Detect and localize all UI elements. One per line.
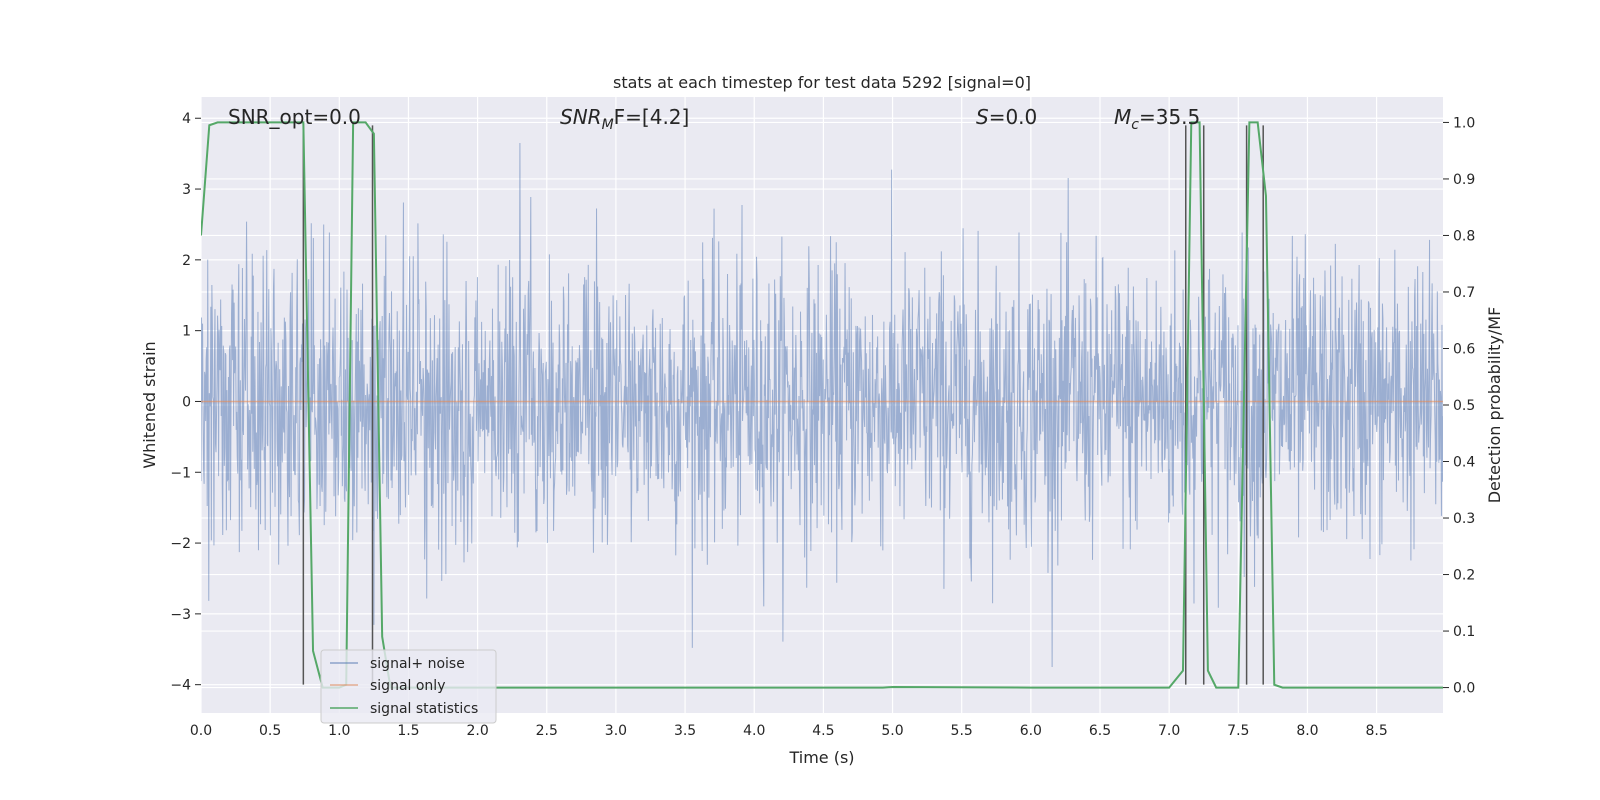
signal-noise-series (201, 143, 1443, 667)
annotation-snr-mf: SNRMF=[4.2] (560, 105, 689, 133)
y-right-tick-label: 0.5 (1453, 398, 1475, 414)
y-right-tick-label: 0.7 (1453, 285, 1475, 301)
x-tick-label: 8.5 (1365, 723, 1387, 739)
legend-label-signal-only: signal only (370, 678, 445, 694)
y-tick-label: 4 (182, 111, 191, 127)
y-tick-label: 3 (182, 182, 191, 198)
x-tick-label: 6.0 (1020, 723, 1042, 739)
y-tick-label: 2 (182, 253, 191, 269)
annotation-mc-value: =35.5 (1139, 105, 1200, 129)
y-right-tick-label: 0.9 (1453, 172, 1475, 188)
x-tick-label: 8.0 (1296, 723, 1318, 739)
x-tick-label: 0.0 (190, 723, 212, 739)
x-axis-title: Time (s) (788, 748, 854, 767)
annotation-snr-mf-value: F=[4.2] (614, 105, 690, 129)
y-right-tick-label: 0.4 (1453, 455, 1475, 471)
x-tick-label: 3.0 (605, 723, 627, 739)
chart-title: stats at each timestep for test data 529… (613, 73, 1031, 92)
annotation-mc: Mc=35.5 (1114, 105, 1200, 133)
y-axis-left: −4 −3 −2 −1 0 1 2 3 4 (170, 111, 201, 694)
legend-label-signal-noise: signal+ noise (370, 656, 465, 672)
x-tick-label: 5.5 (951, 723, 973, 739)
signal-noise-line (201, 143, 1443, 667)
y-tick-label: −2 (170, 536, 191, 552)
y-right-tick-label: 0.2 (1453, 568, 1475, 584)
x-tick-label: 0.5 (259, 723, 281, 739)
y-axis-right: 0.0 0.1 0.2 0.3 0.4 0.5 0.6 0.7 0.8 0.9 1.0 (1443, 115, 1475, 697)
legend-box (320, 649, 497, 724)
annotation-snr-opt: SNR_opt=0.0 (228, 105, 361, 129)
x-axis: 0.0 0.5 1.0 1.5 2.0 2.5 3.0 3.5 4.0 4.5 5.0 5.5 6.0 6… (190, 723, 1388, 739)
x-tick-label: 6.5 (1089, 723, 1111, 739)
annotation-mc-subscript: c (1131, 117, 1139, 133)
x-tick-label: 7.0 (1158, 723, 1180, 739)
y-right-tick-label: 0.8 (1453, 228, 1475, 244)
y-axis-right-title: Detection probability/MF (1485, 307, 1504, 504)
y-axis-title: Whitened strain (140, 341, 159, 468)
annotation-s-value: =0.0 (989, 105, 1038, 129)
annotation-mc-symbol: M (1114, 105, 1131, 129)
y-tick-label: 0 (182, 394, 191, 410)
y-right-tick-label: 0.6 (1453, 341, 1475, 357)
x-tick-label: 2.0 (466, 723, 488, 739)
y-tick-label: −3 (170, 607, 191, 623)
y-right-tick-label: 0.3 (1453, 511, 1475, 527)
legend: signal+ noise signal only signal statist… (320, 649, 497, 724)
y-tick-label: −1 (170, 465, 191, 481)
x-tick-label: 1.5 (397, 723, 419, 739)
y-right-tick-label: 1.0 (1453, 115, 1475, 131)
annotation-s: S=0.0 (976, 105, 1037, 129)
x-tick-label: 4.5 (812, 723, 834, 739)
x-tick-label: 5.0 (881, 723, 903, 739)
annotation-s-symbol: S (976, 105, 989, 129)
y-tick-label: 1 (182, 324, 191, 340)
annotation-snr-mf-subscript: M (602, 117, 614, 133)
x-tick-label: 3.5 (674, 723, 696, 739)
y-right-tick-label: 0.0 (1453, 681, 1475, 697)
x-tick-label: 1.0 (328, 723, 350, 739)
x-tick-label: 2.5 (536, 723, 558, 739)
y-right-tick-label: 0.1 (1453, 624, 1475, 640)
x-tick-label: 4.0 (743, 723, 765, 739)
legend-label-signal-statistics: signal statistics (370, 701, 478, 717)
x-tick-label: 7.5 (1227, 723, 1249, 739)
y-tick-label: −4 (170, 678, 191, 694)
annotation-snr-mf-symbol: SNR (560, 105, 602, 129)
